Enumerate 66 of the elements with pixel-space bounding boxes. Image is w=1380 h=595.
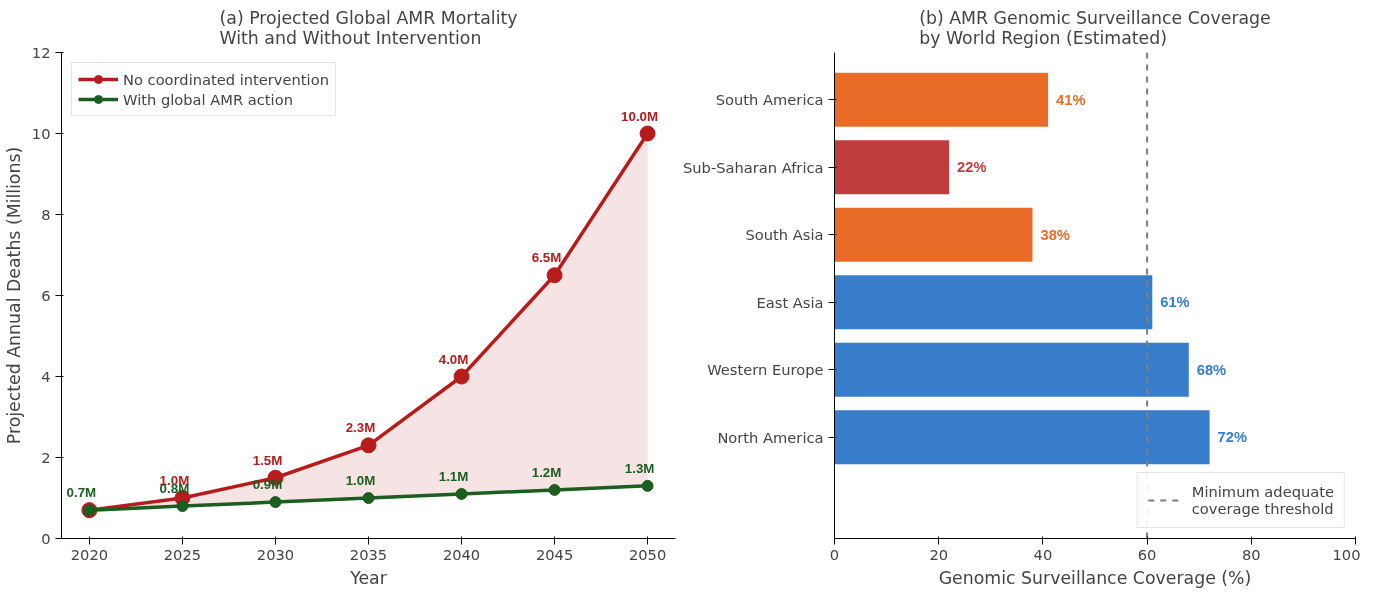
data-label: 1.5M [252,452,283,468]
y-tick-label: Sub-Saharan Africa [683,158,824,176]
x-tick-label: 40 [1033,545,1053,563]
data-label: 10.0M [621,108,659,124]
legend-label: No coordinated intervention [123,70,329,88]
bar [834,72,1049,127]
x-axis-title: Year [349,567,388,588]
data-label: 6.5M [531,250,562,266]
data-label: 38% [1040,226,1070,243]
y-axis-title: Projected Annual Deaths (Millions) [3,146,24,445]
data-label: 41% [1056,91,1086,108]
x-axis-title: Genomic Surveillance Coverage (%) [938,567,1252,588]
y-tick-label: South Asia [745,226,824,244]
data-label: 1.1M [438,468,469,484]
point [176,500,189,513]
y-tick-label: 12 [31,43,51,61]
data-label: 61% [1160,294,1190,311]
data-label: 72% [1217,429,1247,446]
x-tick-label: 100 [1332,545,1361,563]
point [548,483,561,496]
y-tick-label: Western Europe [707,361,824,379]
x-tick-label: 2025 [163,545,202,563]
data-label: 22% [957,159,987,176]
point [269,496,282,509]
x-tick-label: 2050 [628,545,667,563]
y-tick-label: 10 [31,124,51,142]
data-label: 2.3M [345,420,376,436]
point [641,479,654,492]
data-label: 68% [1196,361,1227,378]
data-label: 4.0M [438,351,469,367]
point [455,487,468,500]
y-tick-label: South America [715,91,824,109]
data-label: 1.3M [624,460,655,476]
x-tick-label: 0 [829,545,840,563]
point [360,437,377,454]
data-label: 1.0M [345,473,376,488]
x-tick-label: 2045 [535,545,574,563]
y-tick-label: 2 [41,448,51,466]
y-tick-label: 0 [41,529,51,547]
bar [834,275,1153,330]
x-tick-label: 2040 [442,545,481,563]
y-tick-label: 6 [41,286,51,304]
y-tick-label: 4 [41,367,51,385]
y-tick-label: East Asia [756,293,824,311]
chart-title: (b) AMR Genomic Surveillance Coverage by World Region (Estimated) [919,7,1271,48]
x-tick-label: 2030 [256,545,295,563]
data-label: 1.2M [531,464,562,480]
x-tick-label: 20 [929,545,949,563]
x-tick-label: 2020 [70,545,109,563]
data-label: 0.7M [66,485,97,501]
bar [834,140,950,195]
x-tick-label: 2035 [349,545,388,563]
point [639,125,656,142]
point [546,267,563,284]
chart-title: (a) Projected Global AMR Mortality With and Without Intervention [219,7,518,48]
y-tick-label: 8 [41,205,51,223]
x-tick-label: 80 [1241,545,1261,563]
ref-line-label: Minimum adequate coverage threshold [1191,483,1334,517]
point [362,492,375,504]
point [453,368,470,385]
bar [834,410,1210,465]
bar [834,207,1033,262]
x-tick-label: 60 [1137,545,1157,563]
legend-label: With global AMR action [123,90,293,108]
bar [834,342,1189,397]
y-tick-label: North America [717,428,824,446]
